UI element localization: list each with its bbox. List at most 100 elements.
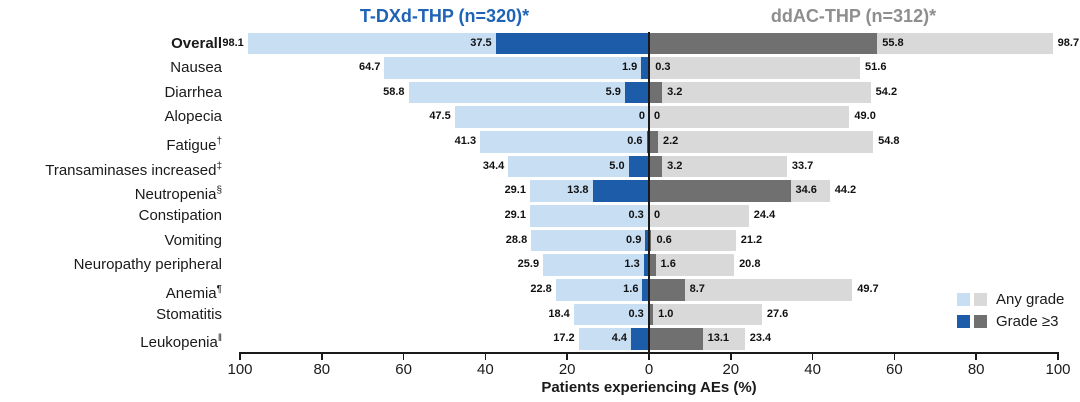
x-axis-title: Patients experiencing AEs (%) (541, 379, 757, 396)
bar-right-any-grade (649, 279, 853, 301)
bar-left-any-grade (454, 106, 649, 128)
value-label-left-grade3: 1.6 (623, 283, 639, 295)
value-label-left-any: 18.4 (548, 307, 570, 320)
value-label-left-grade3: 4.4 (611, 332, 628, 345)
value-label-left-any: 41.3 (454, 135, 477, 148)
bar-left-grade3 (645, 229, 649, 252)
value-label-right-any: 33.7 (791, 159, 814, 172)
footnote-marker: † (216, 136, 222, 148)
value-label-left-grade3: 0.6 (627, 135, 643, 148)
bar-left-any-grade (531, 229, 649, 252)
category-label: Transaminases increased‡ (45, 160, 222, 179)
bar-left-any-grade (543, 254, 649, 276)
value-label-left-any: 58.8 (383, 85, 405, 98)
value-label-right-grade3: 1.6 (660, 258, 676, 271)
value-label-right-any: 49.7 (857, 283, 879, 295)
value-label-left-any: 17.2 (553, 332, 575, 345)
x-axis-tick-label: 60 (886, 361, 903, 378)
value-label-left-grade3: 1.9 (621, 61, 638, 74)
x-axis-tick (239, 354, 241, 360)
value-label-right-grade3: 1.0 (658, 307, 674, 320)
bar-right-any-grade (649, 131, 874, 153)
value-label-right-grade3: 0.3 (655, 61, 671, 74)
bar-right-grade3 (649, 180, 791, 202)
x-axis-tick (321, 354, 323, 360)
bar-right-any-grade (649, 57, 861, 79)
value-label-left-grade3: 0.3 (628, 307, 644, 320)
footnote-marker: ¶ (216, 284, 222, 295)
footnote-marker: ‖ (217, 333, 222, 345)
value-label-right-any: 54.2 (875, 85, 898, 98)
bar-right-grade3 (649, 81, 663, 104)
bar-left-grade3 (641, 57, 649, 79)
value-label-right-grade3: 2.2 (662, 135, 679, 148)
category-label: Anemia¶ (165, 284, 222, 302)
bar-left-grade3 (643, 254, 649, 276)
bar-left-grade3 (631, 328, 649, 350)
value-label-right-any: 54.8 (878, 135, 900, 148)
bar-right-any-grade (649, 229, 736, 252)
value-label-left-grade3: 0.9 (626, 233, 642, 246)
value-label-left-any: 98.1 (222, 36, 244, 49)
value-label-right-any: 20.8 (739, 258, 761, 271)
value-label-right-grade3: 3.2 (667, 159, 683, 172)
legend-swatch-right-any (974, 292, 987, 306)
x-axis-tick-label: 0 (644, 361, 654, 378)
value-label-left-grade3: 5.0 (609, 159, 625, 172)
legend: Any grade Grade ≥3 (957, 291, 1064, 336)
value-label-right-any: 27.6 (766, 307, 789, 320)
legend-label-grade3: Grade ≥3 (996, 312, 1059, 330)
bar-left-any-grade (480, 131, 649, 153)
value-label-right-any: 51.6 (865, 61, 887, 74)
category-label: Neuropathy peripheral (73, 256, 222, 274)
value-label-left-any: 22.8 (530, 283, 552, 295)
x-axis-tick (402, 354, 405, 360)
x-axis-tick-label: 40 (477, 361, 494, 378)
value-label-right-grade3: 55.8 (882, 36, 904, 49)
x-axis-line (239, 352, 1059, 354)
bar-right-grade3 (649, 328, 703, 350)
category-label: Constipation (138, 207, 222, 225)
value-label-right-grade3: 34.6 (795, 184, 817, 197)
value-label-left-any: 29.1 (504, 184, 526, 197)
legend-row-any-grade: Any grade (957, 291, 1064, 308)
bar-left-grade3 (642, 279, 649, 301)
left-group-title: T-DXd-THP (n=320)* (359, 6, 530, 26)
bar-left-any-grade (573, 303, 649, 326)
category-label: Fatigue† (166, 136, 222, 155)
x-axis-tick (893, 354, 896, 360)
bar-left-grade3 (592, 180, 649, 202)
value-label-left-grade3: 37.5 (470, 36, 492, 49)
x-axis-tick-label: 40 (804, 361, 821, 378)
legend-swatch-left-grade3 (957, 314, 970, 328)
value-label-left-grade3: 0 (638, 110, 645, 123)
value-label-left-grade3: 5.9 (605, 85, 621, 98)
category-label: Stomatitis (156, 305, 222, 323)
category-label: Leukopenia‖ (140, 333, 222, 352)
x-axis-tick (566, 354, 568, 360)
value-label-right-any: 49.0 (854, 110, 876, 123)
x-axis-tick (730, 354, 732, 360)
value-label-left-grade3: 0.3 (628, 209, 644, 222)
bar-left-any-grade (408, 81, 649, 104)
bar-left-grade3 (624, 81, 649, 104)
category-label: Overall (171, 34, 222, 52)
zero-line (648, 32, 650, 354)
bar-right-grade3 (649, 254, 656, 276)
bar-left-any-grade (384, 57, 649, 79)
bar-right-any-grade (649, 303, 762, 326)
x-axis-tick (975, 354, 977, 360)
legend-swatch-right-grade3 (974, 314, 987, 328)
value-label-left-grade3: 13.8 (567, 184, 589, 197)
category-label: Alopecia (164, 108, 222, 126)
bar-right-grade3 (649, 32, 878, 54)
bar-left-grade3 (495, 32, 649, 54)
footnote-marker: § (216, 185, 222, 197)
x-axis-tick-label: 20 (558, 361, 576, 378)
bar-right-grade3 (649, 155, 663, 178)
bar-right-any-grade (649, 81, 871, 104)
bar-left-any-grade (508, 155, 649, 178)
bar-right-grade3 (649, 303, 654, 326)
